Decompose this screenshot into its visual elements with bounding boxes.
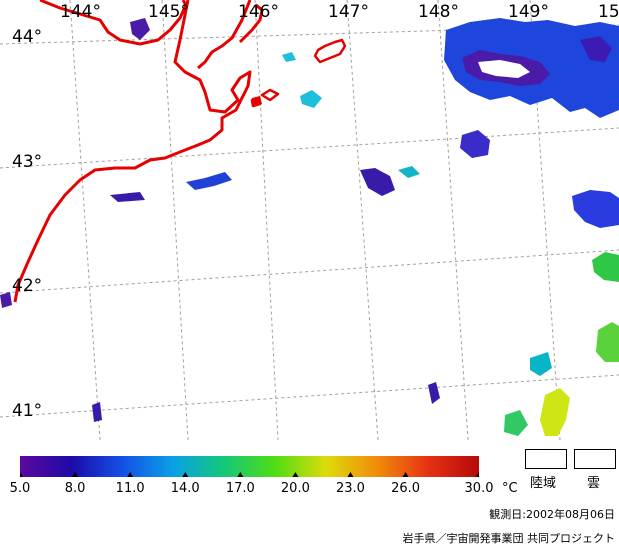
colorbar-tick-11: 11.0 — [115, 481, 145, 496]
lon-label-148: 148° — [418, 2, 459, 22]
longitude-line-146 — [254, 0, 279, 440]
colorbar-tick-mark — [292, 472, 299, 477]
lat-label-44: 44° — [12, 27, 43, 47]
land-legend-swatch — [525, 449, 567, 469]
coastline — [13, 0, 347, 303]
colorbar-tick-mark — [476, 472, 479, 477]
sst-patch-near-148 — [460, 130, 490, 158]
lat-label-41: 41° — [12, 401, 43, 421]
sst-patch-west-cyan — [300, 90, 322, 108]
credit-line: 岩手県／宇宙開発事業団 共同プロジェクト — [402, 532, 616, 545]
colorbar-tick-marks — [20, 472, 479, 477]
sst-patch-small-3 — [428, 382, 440, 404]
colorbar-tick-mark — [402, 472, 409, 477]
shikotan-island — [313, 38, 347, 64]
sst-pixels — [0, 18, 619, 436]
lon-label-145: 145° — [148, 2, 189, 22]
lat-label-43: 43° — [12, 152, 43, 172]
shiretoko-peninsula — [197, 0, 252, 70]
sst-patch-central-cyan — [398, 166, 420, 178]
sst-patch-west-purple — [130, 18, 150, 40]
land-legend-label: 陸域 — [530, 476, 557, 491]
latitude-line-42 — [0, 249, 619, 294]
sst-patch-north-east-hole — [478, 60, 530, 78]
colorbar-tick-mark — [72, 472, 79, 477]
sst-patch-east-green — [592, 252, 619, 282]
sst-patch-north-east-2 — [580, 36, 612, 62]
hokkaido-coast — [13, 0, 252, 303]
lat-label-42: 42° — [12, 276, 43, 296]
colorbar-tick-mark — [182, 472, 189, 477]
observation-date: 観測日:2002年08月06日 — [489, 508, 615, 521]
colorbar-tick-8: 8.0 — [64, 481, 86, 496]
colorbar-tick-17: 17.0 — [225, 481, 255, 496]
lon-label-150: 15 — [598, 2, 619, 22]
colorbar-tick-23: 23.0 — [335, 481, 365, 496]
colorbar-tick-26: 26.0 — [391, 481, 421, 496]
lon-label-146: 146° — [238, 2, 279, 22]
sst-patch-south-east-yellow — [540, 388, 570, 436]
sst-patch-small-1 — [110, 192, 145, 202]
latitude-line-43 — [0, 127, 619, 169]
colorbar-tick-20: 20.0 — [280, 481, 310, 496]
latitude-line-41 — [0, 374, 619, 418]
sst-patch-east-1 — [572, 190, 619, 228]
sst-patch-west-blue — [186, 172, 232, 190]
colorbar-tick-30: 30.0 — [464, 481, 494, 496]
sst-patch-small-5 — [282, 52, 296, 62]
sst-patch-small-2 — [0, 292, 12, 308]
colorbar-fill — [20, 456, 479, 477]
lon-label-144: 144° — [60, 2, 101, 22]
cloud-legend-swatch — [574, 449, 616, 469]
colorbar-tick-mark — [20, 472, 23, 477]
sst-patch-central-147 — [360, 168, 395, 196]
colorbar-unit: °C — [502, 481, 518, 496]
colorbar-tick-14: 14.0 — [170, 481, 200, 496]
lon-label-147: 147° — [328, 2, 369, 22]
longitude-line-145 — [161, 0, 189, 440]
temperature-colorbar — [20, 456, 479, 477]
kunashir-island — [238, 3, 264, 44]
colorbar-tick-mark — [347, 472, 354, 477]
colorbar-tick-mark — [127, 472, 134, 477]
sst-patch-small-6 — [252, 96, 262, 106]
sst-patch-east-green-2 — [596, 322, 619, 362]
sst-patch-south-east-green — [504, 410, 528, 436]
sst-patch-south-east-cyan — [530, 352, 552, 376]
longitude-line-144 — [69, 0, 101, 440]
longitude-line-148 — [437, 0, 469, 440]
longitude-line-147 — [346, 0, 379, 440]
colorbar-tick-5: 5.0 — [9, 481, 31, 496]
colorbar-tick-mark — [237, 472, 244, 477]
lon-label-149: 149° — [508, 2, 549, 22]
sst-patch-small-4 — [92, 402, 102, 422]
sst-map — [0, 0, 619, 440]
cloud-legend-label: 雲 — [587, 476, 601, 491]
